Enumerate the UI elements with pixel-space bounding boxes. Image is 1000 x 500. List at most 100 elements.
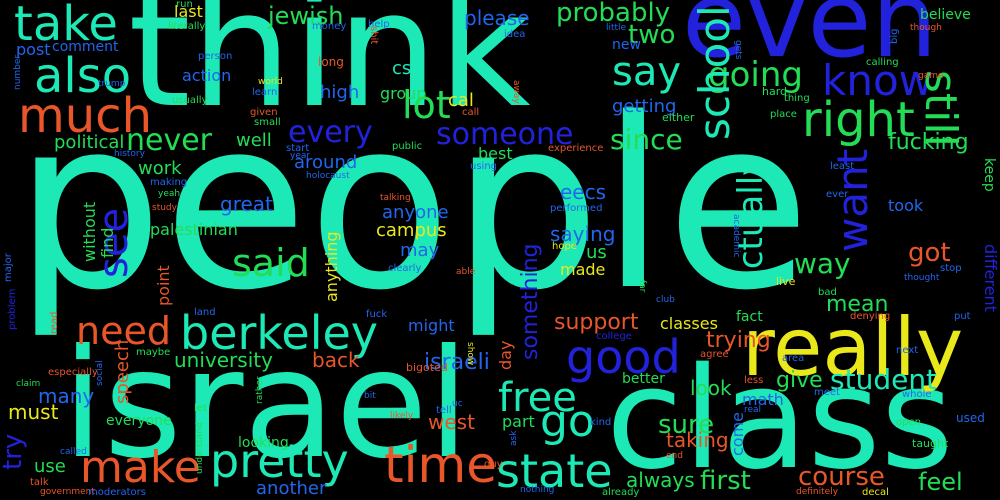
word-person: person: [198, 51, 233, 62]
word-find: find: [98, 227, 117, 258]
word-classes: classes: [660, 314, 718, 333]
word-took: took: [888, 196, 924, 215]
word-cs: cs: [392, 58, 412, 79]
word-least: least: [830, 161, 855, 172]
word-now: palestinian: [150, 220, 238, 239]
word-live: live: [776, 275, 796, 288]
word-place: place: [770, 109, 797, 120]
word-taught: taught: [912, 437, 949, 450]
word-already: already: [602, 487, 640, 498]
word-trying: trying: [706, 328, 771, 353]
word-made: made: [560, 260, 606, 279]
word-know: know: [822, 56, 933, 105]
word-student: student: [830, 363, 938, 396]
word-israeli: israeli: [424, 350, 490, 375]
word-action: action: [182, 66, 232, 85]
word-israel: israel: [62, 318, 470, 492]
word-comment: comment: [52, 39, 119, 55]
word-talking: talking: [380, 193, 411, 203]
word-time: time: [384, 436, 497, 494]
word-new: new: [612, 37, 641, 53]
word-game: game: [918, 71, 944, 81]
word-experience: experience: [548, 143, 604, 154]
word-feel: feel: [918, 468, 963, 496]
word-make: make: [80, 442, 201, 493]
word-history: history: [114, 149, 145, 159]
word-speech: speech: [112, 339, 133, 404]
word-small: small: [254, 117, 281, 128]
word-learn: learn: [252, 87, 278, 98]
word-group: group: [380, 84, 427, 103]
word-also: also: [34, 48, 132, 104]
word-go: go: [540, 396, 595, 447]
word-political: political: [54, 132, 125, 153]
word-day: day: [496, 340, 515, 370]
word-berkeley: berkeley: [180, 306, 379, 360]
word-rather: rather: [255, 376, 265, 404]
word-used: used: [956, 411, 985, 425]
word-moderators: moderators: [88, 487, 146, 498]
word-someone: someone: [436, 117, 574, 152]
word-whole: whole: [902, 389, 932, 400]
word-talk: talk: [30, 477, 49, 488]
word-end: end: [666, 451, 683, 461]
word-probably: probably: [556, 0, 671, 28]
word-far: far: [637, 280, 647, 293]
word-need: need: [76, 309, 171, 353]
word-best: best: [478, 144, 513, 163]
word-given: given: [250, 107, 278, 118]
word-looking: everyone: [106, 413, 172, 429]
word-always: always: [626, 468, 695, 492]
word-class: class: [606, 338, 954, 500]
word-bit: bit: [364, 391, 376, 401]
word-believe: believe: [920, 7, 971, 23]
word-may: may: [400, 240, 440, 261]
word-call: call: [462, 107, 480, 118]
word-right: right: [802, 92, 915, 148]
word-away: away: [511, 80, 521, 104]
word-stop: stop: [940, 263, 962, 274]
word-pretty: pretty: [210, 434, 349, 488]
word-math: math: [742, 390, 784, 409]
word-number: number: [13, 54, 23, 90]
word-must: must: [8, 400, 59, 424]
word-run: run: [176, 0, 193, 10]
word-tell: tell: [436, 405, 452, 416]
word-fuck: fuck: [366, 309, 388, 320]
word-eecs: eecs: [560, 180, 607, 204]
word-problem: problem: [7, 288, 18, 330]
word-every: every: [288, 115, 373, 150]
word-nothing: nothing: [520, 485, 555, 495]
word-back: back: [312, 348, 360, 372]
word-ask: ask: [509, 430, 519, 446]
word-different: different: [981, 244, 1000, 312]
word-use: use: [34, 456, 66, 477]
word-calling: calling: [866, 57, 899, 68]
word-fucking: fucking: [888, 130, 969, 155]
word-around: around: [294, 152, 358, 173]
word-called: called: [60, 447, 87, 457]
word-let: let: [194, 403, 207, 414]
word-decal: decal: [862, 487, 889, 498]
word-idea: idea: [504, 29, 526, 40]
word-maybe: maybe: [136, 347, 171, 358]
word-able: able: [456, 267, 476, 277]
word-land: land: [194, 307, 216, 318]
word-people: people: [14, 69, 811, 342]
word-holocaust: holocaust: [306, 171, 350, 181]
word-show: show: [465, 342, 475, 366]
word-likely: likely: [390, 411, 414, 421]
word-much: much: [18, 88, 152, 144]
word-even: even: [682, 0, 938, 81]
word-bad: bad: [818, 287, 837, 298]
word-said: said: [232, 241, 310, 285]
word-school: school: [690, 5, 739, 140]
word-west: west: [428, 410, 475, 434]
word-real: real: [744, 405, 762, 415]
word-point: point: [154, 265, 173, 306]
word-jewish: jewish: [268, 2, 344, 30]
word-going: going: [708, 55, 803, 95]
word-social: social: [95, 360, 105, 386]
word-sure: sure: [658, 410, 715, 440]
